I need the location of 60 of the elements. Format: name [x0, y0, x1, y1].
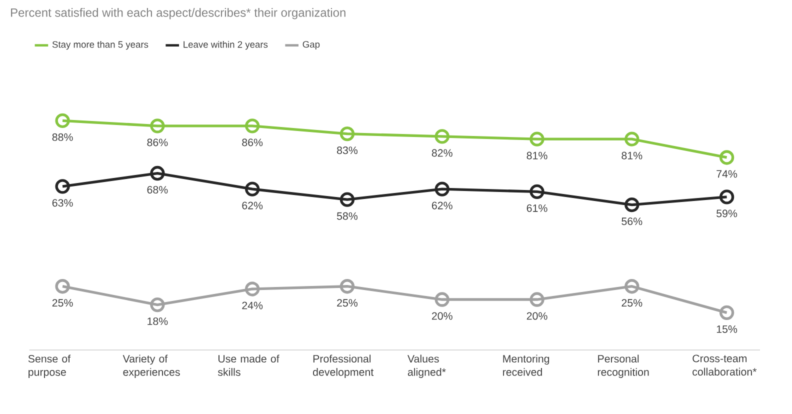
data-label: 82% [432, 149, 452, 157]
x-tick-label: Mentoring received [503, 354, 550, 376]
data-label: 86% [147, 138, 168, 146]
data-label: 18% [148, 317, 168, 326]
data-label: 20% [526, 312, 548, 320]
data-label: 58% [336, 212, 358, 220]
x-tick-label: Personal recognition [598, 354, 649, 378]
point [150, 118, 165, 134]
point [624, 279, 640, 294]
data-label: 25% [622, 299, 642, 307]
point [55, 279, 70, 294]
point [719, 150, 734, 165]
point [530, 184, 544, 200]
point [55, 113, 70, 128]
data-label: 81% [526, 152, 548, 160]
data-label: 59% [716, 210, 738, 218]
point [244, 282, 260, 296]
x-tick-label: Values aligned* [407, 354, 446, 378]
data-label: 62% [432, 202, 452, 210]
data-label: 61% [526, 204, 548, 212]
x-tick-label: Variety of experiences [122, 354, 180, 378]
chart-title: Percent satisfied with each aspect/describes* their organization [11, 8, 346, 20]
point [719, 190, 734, 204]
x-tick-label: Professional development [312, 354, 374, 378]
data-label: 25% [337, 299, 358, 307]
data-label: 24% [242, 302, 263, 310]
point [55, 179, 70, 194]
data-label: 63% [52, 199, 73, 207]
data-label: 56% [622, 218, 642, 226]
data-label: 62% [242, 202, 263, 210]
point [434, 129, 450, 144]
data-label: 86% [242, 138, 263, 146]
x-tick-label: Use made of skills [218, 354, 280, 376]
x-tick-label: Sense of purpose [28, 354, 71, 378]
point [150, 166, 165, 181]
point [340, 279, 355, 294]
data-label: 81% [622, 152, 642, 160]
data-label: 15% [716, 325, 738, 333]
data-label: 83% [337, 146, 358, 154]
data-label: 68% [147, 186, 168, 194]
x-tick-label: Cross-team collaboration* [692, 354, 757, 376]
legend-label: Stay more than 5 years [52, 40, 148, 50]
point [340, 126, 355, 142]
point [150, 297, 165, 312]
point [340, 192, 355, 207]
legend-label: Gap [302, 41, 320, 50]
point [244, 182, 260, 196]
point [530, 132, 544, 146]
point [719, 305, 734, 320]
data-label: 25% [52, 299, 73, 307]
point [434, 182, 450, 196]
point [624, 197, 640, 212]
point [530, 292, 544, 307]
data-label: 20% [432, 312, 452, 320]
legend-label: Leave within 2 years [184, 40, 268, 50]
point [244, 118, 260, 134]
data-label: 74% [716, 170, 738, 178]
point [624, 132, 640, 146]
data-label: 88% [52, 133, 73, 141]
point [434, 292, 450, 307]
